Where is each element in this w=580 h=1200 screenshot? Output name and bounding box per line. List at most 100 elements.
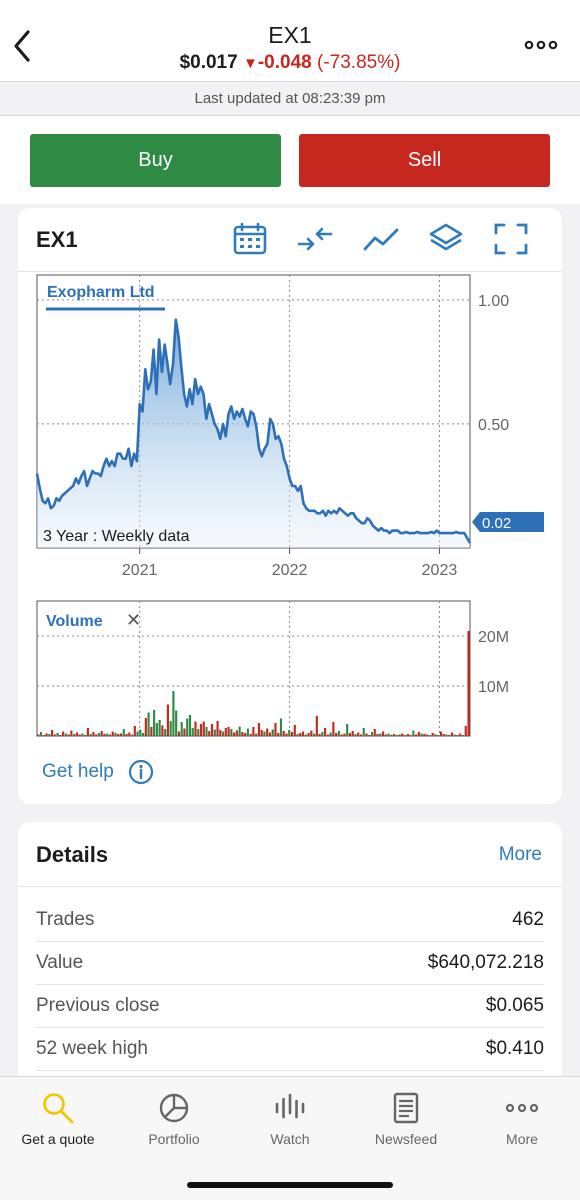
volume-bar xyxy=(461,735,465,736)
price-x-tick-label: 2023 xyxy=(422,562,458,579)
volume-bar xyxy=(188,715,192,736)
volume-bar xyxy=(81,733,84,736)
volume-chart[interactable]: Volume ✕ 20M 10M xyxy=(18,598,562,740)
volume-bar xyxy=(395,735,398,736)
price-chart[interactable]: Exopharm Ltd 3 Year : Weekly data 1.00 0.… xyxy=(18,272,562,584)
volume-bar xyxy=(290,732,294,736)
volume-bar xyxy=(467,631,470,736)
volume-bar xyxy=(313,733,316,736)
info-icon[interactable] xyxy=(128,759,154,785)
volume-bar xyxy=(373,729,376,736)
volume-bar xyxy=(384,734,387,736)
volume-bar xyxy=(139,729,142,736)
detail-row-value: Value $640,072.218 xyxy=(36,942,544,985)
volume-close-icon[interactable]: ✕ xyxy=(126,610,141,631)
back-chevron-icon[interactable] xyxy=(10,28,34,64)
price-change: -0.048 xyxy=(257,52,312,73)
volume-bar xyxy=(326,734,329,736)
volume-bar xyxy=(213,729,216,736)
detail-value: 462 xyxy=(512,909,544,930)
tab-watch[interactable]: Watch xyxy=(232,1077,348,1167)
volume-bar xyxy=(263,731,266,736)
volume-bar xyxy=(194,721,197,736)
quote-line: $0.017 ▼-0.048 (-73.85%) xyxy=(0,52,580,74)
volume-bar xyxy=(111,731,114,736)
volume-bar xyxy=(315,716,318,736)
volume-bar xyxy=(274,723,277,736)
line-chart-icon[interactable] xyxy=(363,222,399,256)
volume-bar xyxy=(56,733,59,736)
newsfeed-icon xyxy=(393,1092,419,1124)
volume-bar xyxy=(150,727,153,736)
volume-bar xyxy=(257,723,260,736)
volume-bar xyxy=(310,730,313,736)
volume-bar xyxy=(376,734,379,736)
volume-bar xyxy=(437,735,440,736)
fullscreen-icon[interactable] xyxy=(493,222,529,256)
sell-button[interactable]: Sell xyxy=(299,134,550,187)
volume-chart-title: Volume xyxy=(46,613,103,630)
price-chart-title: Exopharm Ltd xyxy=(47,284,155,301)
home-indicator xyxy=(187,1182,393,1188)
volume-bar xyxy=(208,731,211,736)
volume-bar xyxy=(268,732,272,736)
volume-bar xyxy=(412,730,415,736)
volume-bar xyxy=(381,731,385,736)
volume-bar xyxy=(92,732,95,736)
detail-row-previous-close: Previous close $0.065 xyxy=(36,985,544,1028)
pie-chart-icon xyxy=(159,1093,189,1123)
details-more-link[interactable]: More xyxy=(498,844,542,865)
volume-bar xyxy=(359,734,363,736)
volume-bar xyxy=(343,733,346,736)
volume-bar xyxy=(318,734,321,736)
volume-bar xyxy=(169,721,172,736)
volume-bar xyxy=(401,733,404,736)
buy-button[interactable]: Buy xyxy=(30,134,281,187)
price-line xyxy=(35,318,472,544)
volume-bar xyxy=(459,733,462,736)
volume-bar xyxy=(423,734,426,736)
volume-y-tick-label: 10M xyxy=(478,679,509,696)
volume-bar xyxy=(186,718,189,736)
tab-more[interactable]: More xyxy=(464,1077,580,1167)
price-y-tick-label: 0.50 xyxy=(478,417,509,434)
volume-bar xyxy=(453,734,456,736)
layers-icon[interactable] xyxy=(428,222,464,256)
volume-y-tick-label: 20M xyxy=(478,629,509,646)
get-help-link[interactable]: Get help xyxy=(42,761,114,782)
volume-bar xyxy=(301,731,305,736)
volume-bar xyxy=(172,691,175,736)
calendar-icon[interactable] xyxy=(232,222,268,256)
volume-bar xyxy=(117,734,120,736)
tab-portfolio[interactable]: Portfolio xyxy=(116,1077,232,1167)
more-options-icon[interactable] xyxy=(524,38,558,52)
volume-bar xyxy=(205,727,208,736)
tab-newsfeed[interactable]: Newsfeed xyxy=(348,1077,464,1167)
tab-label: Get a quote xyxy=(21,1131,95,1147)
compare-icon[interactable] xyxy=(297,222,333,256)
volume-bar xyxy=(73,734,76,736)
volume-bar xyxy=(37,734,40,736)
volume-bar xyxy=(379,733,382,736)
volume-bar xyxy=(288,730,291,736)
volume-bar xyxy=(448,735,451,736)
volume-bar xyxy=(158,720,161,736)
volume-bar xyxy=(368,735,371,736)
details-title: Details xyxy=(36,842,109,867)
volume-bar xyxy=(224,728,227,736)
volume-bar xyxy=(340,734,343,736)
last-value-marker xyxy=(472,512,544,532)
volume-bar xyxy=(84,735,87,736)
volume-bar xyxy=(227,727,230,736)
volume-bar xyxy=(183,728,186,736)
volume-bar xyxy=(304,734,307,736)
volume-bar xyxy=(219,730,222,736)
volume-bar xyxy=(210,724,214,736)
volume-bar xyxy=(456,735,459,736)
volume-bar xyxy=(252,727,255,736)
volume-bar xyxy=(180,722,183,736)
tab-get-a-quote[interactable]: Get a quote xyxy=(0,1077,116,1167)
detail-value: $0.065 xyxy=(485,995,544,1016)
volume-bar xyxy=(103,734,106,736)
volume-bar xyxy=(434,734,437,736)
